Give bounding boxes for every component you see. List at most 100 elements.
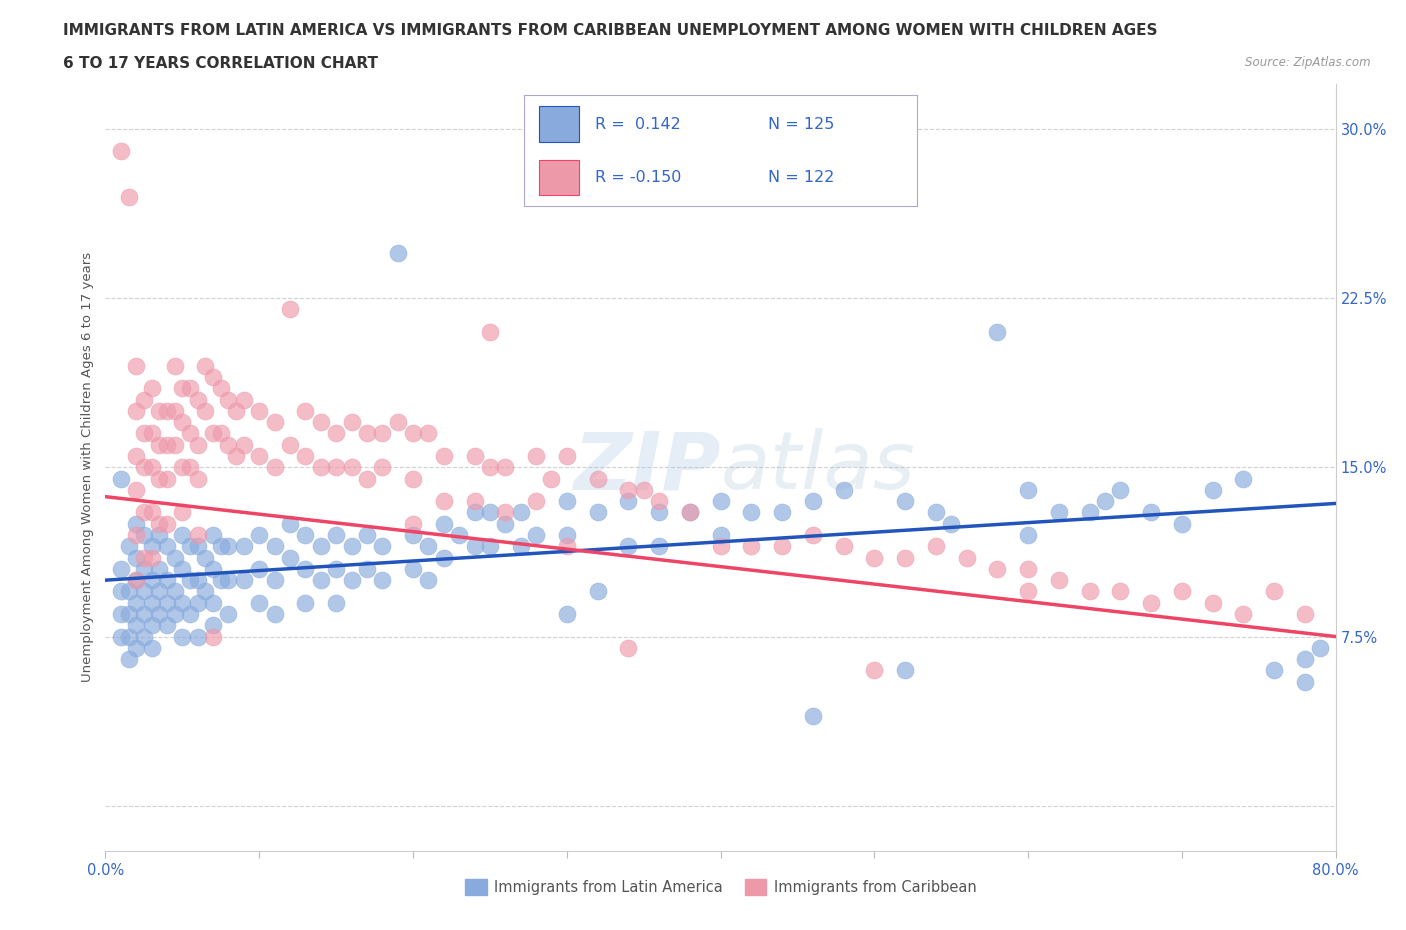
Point (187, 437, 209, 452)
Point (356, 472, 378, 486)
Point (418, 426, 440, 441)
Point (1232, 606, 1254, 621)
Point (464, 505, 486, 520)
Point (540, 472, 562, 486)
Point (179, 426, 201, 441)
Point (1094, 494, 1116, 509)
Point (956, 551, 979, 565)
Point (218, 538, 240, 553)
Point (509, 538, 531, 553)
Point (371, 426, 394, 441)
Point (218, 606, 240, 621)
Point (202, 629, 225, 644)
Point (225, 404, 247, 418)
Point (179, 460, 201, 475)
Point (125, 595, 148, 610)
Point (494, 516, 516, 531)
Point (464, 448, 486, 463)
Point (863, 663, 886, 678)
Point (894, 494, 917, 509)
Point (309, 538, 332, 553)
Point (1294, 674, 1316, 689)
Point (710, 527, 733, 542)
Point (418, 538, 440, 553)
Point (187, 629, 209, 644)
Point (617, 538, 640, 553)
Point (433, 516, 456, 531)
Point (117, 652, 139, 667)
Point (478, 538, 501, 553)
Point (309, 460, 332, 475)
Point (156, 618, 179, 632)
Point (247, 562, 270, 577)
Text: Source: ZipAtlas.com: Source: ZipAtlas.com (1246, 56, 1371, 69)
Point (125, 483, 148, 498)
Point (524, 448, 547, 463)
Point (648, 538, 671, 553)
Point (110, 606, 132, 621)
Point (125, 516, 148, 531)
Point (209, 426, 232, 441)
Point (986, 325, 1008, 339)
Point (356, 527, 378, 542)
Point (433, 448, 456, 463)
Point (156, 516, 179, 531)
Point (325, 426, 347, 441)
Point (863, 189, 886, 204)
Point (294, 448, 316, 463)
Point (478, 325, 501, 339)
Point (340, 460, 363, 475)
Point (141, 426, 163, 441)
Point (1017, 527, 1039, 542)
Point (356, 426, 378, 441)
Point (202, 527, 225, 542)
Point (194, 358, 217, 373)
Point (832, 483, 855, 498)
Point (225, 448, 247, 463)
Point (294, 404, 316, 418)
Point (194, 584, 217, 599)
Point (770, 538, 793, 553)
Point (156, 472, 179, 486)
Point (172, 527, 194, 542)
Point (555, 538, 578, 553)
Point (125, 573, 148, 588)
Point (263, 415, 285, 430)
Point (402, 562, 425, 577)
Point (433, 494, 456, 509)
Point (117, 189, 139, 204)
Point (633, 483, 655, 498)
Point (356, 562, 378, 577)
Point (387, 415, 409, 430)
Point (187, 527, 209, 542)
Point (679, 505, 702, 520)
Point (586, 505, 609, 520)
Point (163, 584, 186, 599)
Point (132, 629, 155, 644)
Point (148, 584, 170, 599)
Point (371, 460, 394, 475)
Point (132, 392, 155, 407)
Point (148, 404, 170, 418)
Point (218, 573, 240, 588)
Point (163, 437, 186, 452)
Point (402, 516, 425, 531)
Point (801, 494, 824, 509)
Point (617, 641, 640, 656)
Point (132, 505, 155, 520)
Point (141, 595, 163, 610)
Point (294, 562, 316, 577)
Point (1017, 584, 1039, 599)
Point (509, 505, 531, 520)
Point (172, 595, 194, 610)
Point (1140, 505, 1163, 520)
Point (863, 551, 886, 565)
Point (617, 483, 640, 498)
Point (1201, 483, 1223, 498)
Point (202, 562, 225, 577)
Point (740, 505, 762, 520)
Point (555, 448, 578, 463)
Point (132, 460, 155, 475)
Point (263, 573, 285, 588)
Point (156, 404, 179, 418)
